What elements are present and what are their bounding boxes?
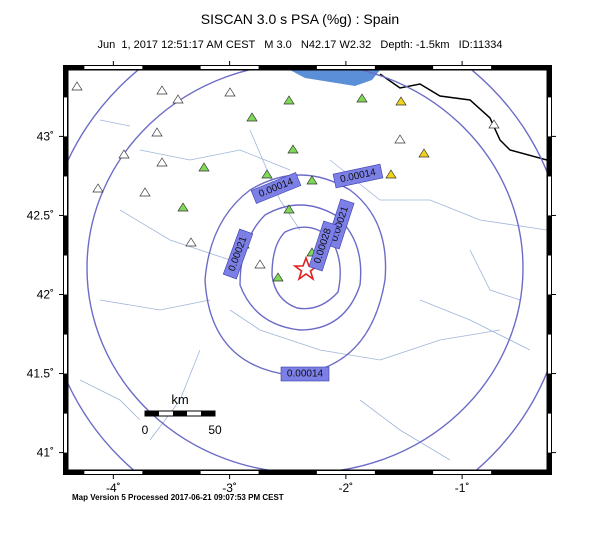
frame-gap <box>548 176 551 216</box>
frame-gap <box>548 97 551 137</box>
axes: -4˚ -3˚ -2˚ -1˚ 43˚ 42.5˚ 42˚ 41.5˚ 41˚ <box>27 61 556 495</box>
frame-gap <box>433 66 492 69</box>
frame-gap <box>548 413 551 453</box>
y-tick-label: 42.5˚ <box>27 208 54 222</box>
frame-gap <box>64 413 67 453</box>
frame-gap <box>200 471 259 474</box>
y-tick-label: 43˚ <box>37 129 54 143</box>
footer: Map Version 5 Processed 2017-06-21 09:07… <box>72 493 284 502</box>
frame-gap <box>84 471 143 474</box>
sea <box>290 70 380 86</box>
contour <box>86 70 524 470</box>
y-tick-label: 41˚ <box>37 446 54 460</box>
frame-gap <box>316 66 375 69</box>
scale-label: 0 <box>142 423 149 437</box>
frame-gap <box>64 255 67 295</box>
frame-gap <box>64 97 67 137</box>
y-tick-label: 41.5˚ <box>27 367 54 381</box>
map-subtitle: Jun 1, 2017 12:51:17 AM CEST M 3.0 N42.1… <box>98 39 503 51</box>
contour-label: 0.00014 <box>280 366 330 382</box>
frame-gap <box>433 471 492 474</box>
land <box>68 70 547 470</box>
map-body: 0.00014 0.00014 0.00021 0.00028 0.00021 … <box>68 70 547 470</box>
frame-band <box>63 65 552 70</box>
scale-bar: km 0 50 <box>142 392 222 437</box>
scale-title: km <box>171 392 188 407</box>
x-tick-label: -2˚ <box>339 481 354 495</box>
y-tick-label: 42˚ <box>37 288 54 302</box>
rivers <box>79 119 547 461</box>
frame-gap <box>316 471 375 474</box>
stations <box>71 81 500 282</box>
frame-band <box>63 470 552 475</box>
frame-gap <box>548 334 551 374</box>
frame-gap <box>84 66 143 69</box>
scale-label: 50 <box>208 423 222 437</box>
frame-gap <box>64 334 67 374</box>
contour-label-text: 0.00014 <box>287 369 324 380</box>
map-title: SISCAN 3.0 s PSA (%g) : Spain <box>201 11 399 27</box>
frame-gap <box>548 255 551 295</box>
x-tick-label: -4˚ <box>106 481 121 495</box>
frame-gap <box>64 176 67 216</box>
contour <box>239 204 362 331</box>
x-tick-label: -3˚ <box>222 481 237 495</box>
x-tick-label: -1˚ <box>455 481 470 495</box>
contour-label: 0.00014 <box>332 163 384 189</box>
contour <box>204 174 387 376</box>
frame-gap <box>200 66 259 69</box>
